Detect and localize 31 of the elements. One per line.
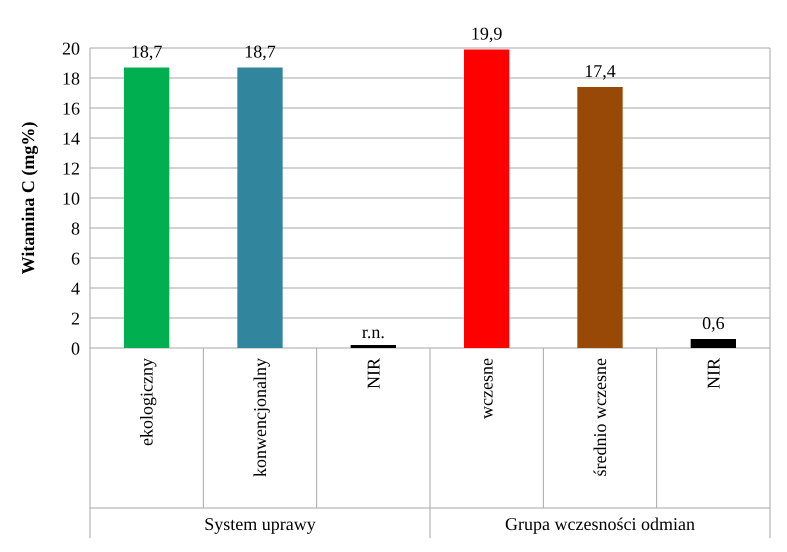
y-tick-label: 20: [62, 38, 80, 58]
y-tick-label: 8: [71, 218, 80, 238]
y-tick-label: 0: [71, 338, 80, 358]
y-tick-label: 12: [62, 158, 80, 178]
bar: [124, 68, 170, 348]
y-tick-label: 6: [71, 248, 80, 268]
x-tick-label: konwencjonalny: [250, 358, 270, 477]
x-tick-label: średnio wczesne: [590, 358, 610, 476]
y-tick-label: 10: [62, 188, 80, 208]
data-label: r.n.: [362, 322, 385, 342]
text: System uprawy: [204, 514, 316, 534]
bar: [237, 68, 283, 348]
text: Grupa wczesności odmian: [505, 514, 695, 534]
y-tick-label: 4: [71, 278, 80, 298]
data-label: 18,7: [244, 42, 276, 62]
data-label: 17,4: [584, 61, 616, 81]
y-tick-label: 14: [62, 128, 80, 148]
bar: [464, 50, 510, 348]
x-tick-label: NIR: [703, 358, 724, 389]
data-label: 18,7: [130, 42, 162, 62]
x-tick-label: wczesne: [476, 358, 497, 419]
y-tick-label: 2: [71, 308, 80, 328]
bar: [690, 339, 736, 348]
y-tick-label: 18: [62, 68, 80, 88]
x-tick-label: ekologiczny: [136, 358, 157, 446]
data-label: 0,6: [702, 313, 725, 333]
y-axis-title: Witamina C (mg%): [18, 122, 38, 274]
bar: [577, 87, 623, 348]
x-tick-label: NIR: [363, 358, 384, 389]
data-label: 19,9: [470, 24, 502, 44]
y-tick-label: 16: [62, 98, 80, 118]
